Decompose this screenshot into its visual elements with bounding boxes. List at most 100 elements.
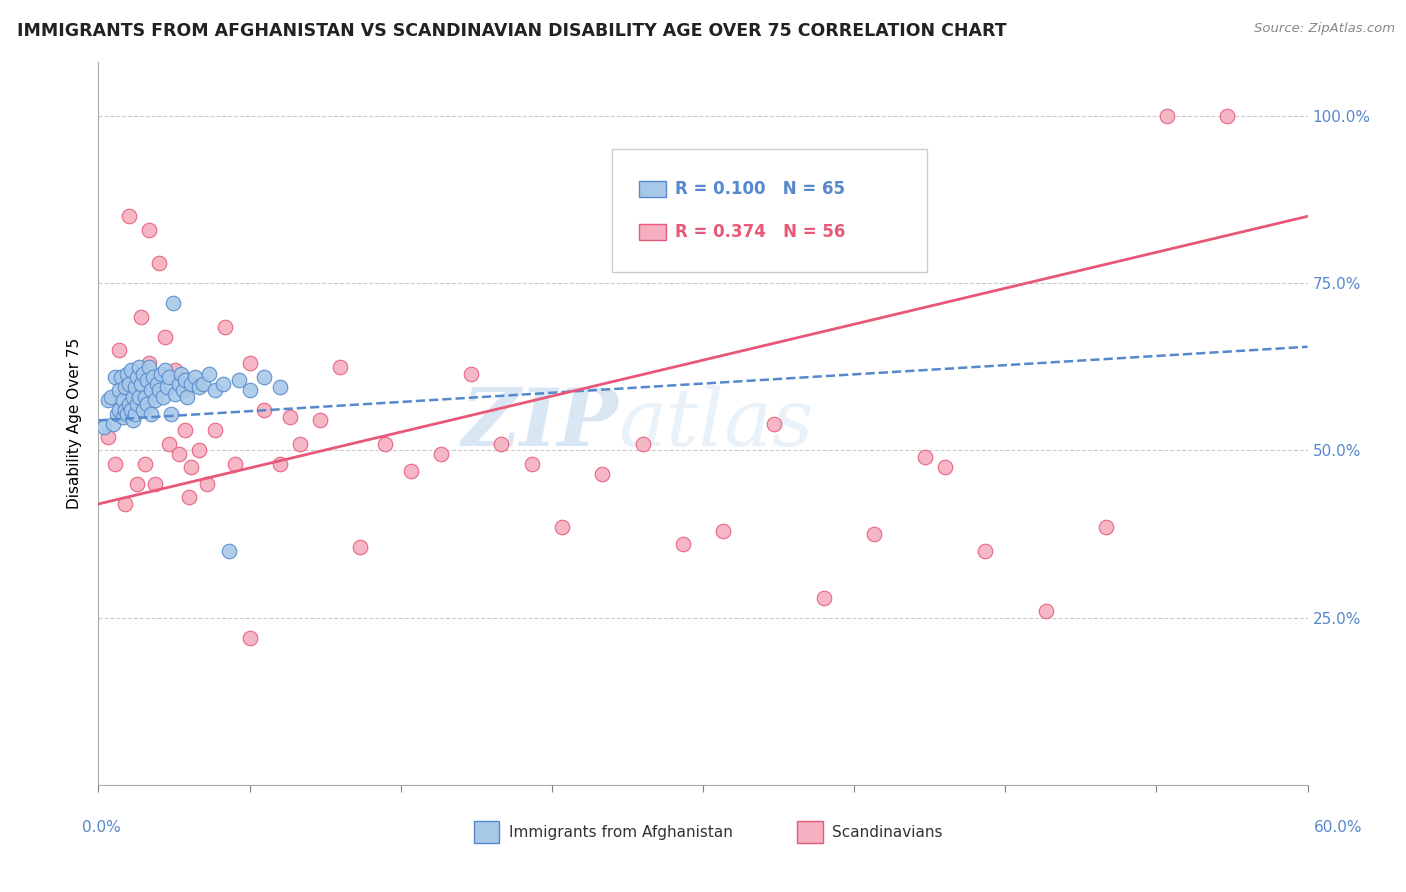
Point xyxy=(110,369,132,384)
Point xyxy=(672,537,695,551)
FancyBboxPatch shape xyxy=(613,149,927,272)
Point xyxy=(103,369,125,384)
Point xyxy=(105,407,128,421)
Point xyxy=(111,393,134,408)
Point xyxy=(309,413,332,427)
Point xyxy=(974,544,997,558)
Point xyxy=(135,396,157,410)
Point xyxy=(204,384,226,398)
Point xyxy=(167,376,190,391)
Point xyxy=(128,390,150,404)
Text: 0.0%: 0.0% xyxy=(82,821,121,835)
Point xyxy=(146,376,169,391)
Point xyxy=(125,476,148,491)
Point xyxy=(491,436,513,450)
Point xyxy=(349,541,371,555)
Point xyxy=(551,520,574,534)
Y-axis label: Disability Age Over 75: Disability Age Over 75 xyxy=(67,338,83,509)
Point xyxy=(107,403,129,417)
Point xyxy=(114,403,136,417)
Point xyxy=(115,407,138,421)
Point xyxy=(143,476,166,491)
Point xyxy=(1035,604,1057,618)
Point xyxy=(288,436,311,450)
Point xyxy=(329,359,352,374)
Text: IMMIGRANTS FROM AFGHANISTAN VS SCANDINAVIAN DISABILITY AGE OVER 75 CORRELATION C: IMMIGRANTS FROM AFGHANISTAN VS SCANDINAV… xyxy=(17,22,1007,40)
Point xyxy=(914,450,936,464)
Point xyxy=(149,367,172,381)
Point xyxy=(591,467,613,481)
Point xyxy=(107,384,129,398)
Point xyxy=(153,330,176,344)
Point xyxy=(138,356,160,371)
Point xyxy=(1095,520,1118,534)
Point xyxy=(121,403,143,417)
Point xyxy=(176,390,198,404)
Point xyxy=(111,410,134,425)
Point xyxy=(631,436,654,450)
Point xyxy=(180,460,202,475)
Point xyxy=(135,373,157,387)
Point xyxy=(1156,109,1178,123)
Text: Scandinavians: Scandinavians xyxy=(832,825,943,839)
Point xyxy=(224,457,246,471)
Text: R = 0.374   N = 56: R = 0.374 N = 56 xyxy=(675,223,845,241)
Point xyxy=(228,373,250,387)
Point xyxy=(204,424,226,438)
Point xyxy=(157,436,180,450)
FancyBboxPatch shape xyxy=(638,224,665,240)
Point xyxy=(124,380,146,394)
Point xyxy=(121,390,143,404)
Point xyxy=(138,223,160,237)
Point xyxy=(114,380,136,394)
Point xyxy=(167,447,190,461)
Point xyxy=(101,417,124,431)
Point xyxy=(269,380,291,394)
Point xyxy=(153,363,176,377)
Point xyxy=(1216,109,1239,123)
Point xyxy=(430,447,453,461)
Point xyxy=(399,464,422,478)
Point xyxy=(143,393,166,408)
Point xyxy=(128,359,150,374)
Point xyxy=(198,367,221,381)
Point xyxy=(132,403,155,417)
Point xyxy=(212,376,235,391)
Point xyxy=(93,420,115,434)
Point xyxy=(239,356,262,371)
Point xyxy=(100,390,122,404)
Point xyxy=(214,319,236,334)
Point xyxy=(134,390,156,404)
Point xyxy=(863,527,886,541)
Point xyxy=(172,384,194,398)
FancyBboxPatch shape xyxy=(638,181,665,197)
Point xyxy=(253,403,276,417)
Point xyxy=(170,367,193,381)
Point xyxy=(163,363,186,377)
Text: Immigrants from Afghanistan: Immigrants from Afghanistan xyxy=(509,825,733,839)
Point xyxy=(195,476,218,491)
Point xyxy=(115,367,138,381)
Point xyxy=(134,457,156,471)
Point xyxy=(174,424,197,438)
Point xyxy=(239,384,262,398)
Point xyxy=(374,436,396,450)
Point xyxy=(460,367,482,381)
Point xyxy=(239,631,262,645)
Point xyxy=(114,497,136,511)
Point xyxy=(157,369,180,384)
Point xyxy=(813,591,835,605)
Point xyxy=(520,457,543,471)
Point xyxy=(188,380,211,394)
Text: ZIP: ZIP xyxy=(461,385,619,462)
Point xyxy=(118,376,141,391)
Point xyxy=(103,457,125,471)
Point xyxy=(125,396,148,410)
Point xyxy=(148,384,170,398)
Point xyxy=(152,390,174,404)
Point xyxy=(253,369,276,384)
Point xyxy=(934,460,956,475)
Point xyxy=(193,376,215,391)
Point xyxy=(120,363,142,377)
Point xyxy=(139,384,162,398)
